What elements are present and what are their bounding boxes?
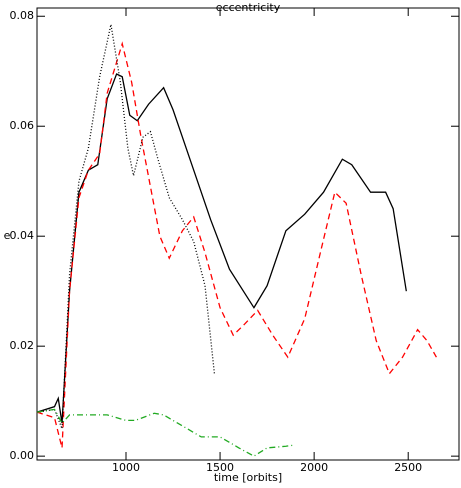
x-tick-label: 1500 <box>206 461 234 474</box>
x-tick-label: 1000 <box>112 461 140 474</box>
series-line <box>36 41 437 449</box>
y-tick-label: 0.04 <box>10 229 35 242</box>
y-tick-label: 0.02 <box>10 339 35 352</box>
y-tick-label: 0.06 <box>10 119 35 132</box>
series-line <box>36 408 294 457</box>
y-tick-label: 0.00 <box>10 449 35 462</box>
plot-frame <box>36 7 460 461</box>
x-tick-label: 2000 <box>300 461 328 474</box>
x-tick-label: 2500 <box>394 461 422 474</box>
y-tick-label: 0.08 <box>10 9 35 22</box>
y-axis-label: e <box>4 229 11 242</box>
x-axis-label: time [orbits] <box>214 471 282 484</box>
series-line <box>36 73 407 424</box>
series-line <box>36 24 216 429</box>
